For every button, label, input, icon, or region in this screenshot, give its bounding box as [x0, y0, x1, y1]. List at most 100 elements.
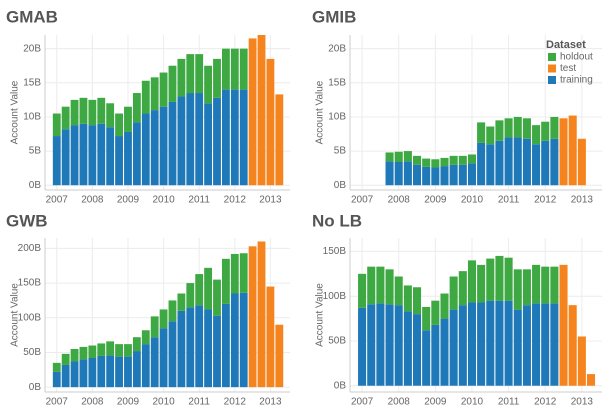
bar [486, 126, 495, 145]
bar [204, 309, 213, 388]
bar [159, 72, 168, 107]
chart-title: GMIB [312, 7, 356, 26]
bar [230, 48, 239, 90]
bar [568, 115, 577, 186]
bar [70, 125, 79, 186]
y-tick-label: 0B [334, 180, 347, 191]
bar [385, 304, 394, 386]
bar [495, 300, 504, 386]
bar [394, 276, 403, 306]
bar [79, 359, 88, 388]
y-tick-label: 15B [328, 77, 346, 88]
bar [52, 362, 61, 372]
bar [541, 303, 550, 386]
x-tick-label: 2011 [498, 195, 520, 206]
bar [513, 269, 522, 310]
bar [541, 121, 550, 141]
bar [124, 356, 132, 388]
bar [440, 166, 449, 186]
bar [248, 246, 257, 388]
bar [495, 140, 504, 186]
bar [70, 361, 79, 388]
bar [141, 80, 150, 114]
bar [477, 142, 486, 186]
bar [124, 106, 132, 132]
bar [132, 93, 141, 123]
bar [239, 253, 248, 293]
bar [458, 305, 467, 386]
bar [97, 355, 106, 388]
bar [440, 293, 449, 319]
bar [486, 258, 495, 301]
bar [541, 140, 550, 186]
bar [467, 163, 476, 186]
bar [385, 269, 394, 305]
bar [532, 125, 541, 145]
bar [413, 164, 422, 186]
x-tick-label: 2007 [46, 195, 69, 206]
bar [275, 94, 284, 186]
x-tick-label: 2013 [571, 195, 594, 206]
bar [70, 348, 79, 362]
bar [186, 283, 195, 308]
bar [586, 374, 596, 386]
bar [124, 131, 132, 186]
bar [115, 113, 123, 137]
y-axis-title: Account Value [315, 283, 326, 347]
bar [221, 303, 230, 388]
bar [115, 356, 123, 388]
bar [413, 155, 422, 165]
bar [195, 305, 204, 388]
bar [88, 125, 97, 186]
bar [177, 310, 186, 388]
bar [275, 324, 284, 388]
x-tick-label: 2009 [117, 397, 140, 407]
y-tick-label: 5B [29, 146, 42, 157]
y-tick-label: 15B [23, 77, 41, 88]
bar [403, 161, 412, 186]
bar [213, 97, 221, 186]
bar [550, 116, 559, 139]
bar [195, 54, 204, 94]
bar [413, 314, 422, 386]
bar [168, 300, 177, 322]
bar [422, 306, 431, 331]
bar [403, 285, 412, 312]
x-tick-label: 2007 [351, 195, 374, 206]
y-tick-label: 100B [323, 291, 347, 302]
bar [449, 276, 458, 310]
y-tick-label: 20B [23, 43, 41, 54]
bar [221, 258, 230, 304]
x-tick-label: 2009 [117, 195, 140, 206]
y-tick-label: 10B [328, 112, 346, 123]
bar [97, 123, 106, 186]
bar [52, 113, 61, 137]
bar [150, 316, 159, 338]
y-axis-title: Account Value [10, 283, 21, 347]
bar [52, 136, 61, 186]
bar [61, 106, 70, 130]
bar [394, 151, 403, 163]
bar [97, 97, 106, 124]
bar [431, 159, 440, 168]
bar [403, 311, 412, 386]
bar [550, 266, 559, 304]
y-tick-label: 0B [334, 380, 347, 391]
y-tick-label: 50B [328, 336, 346, 347]
bar [61, 129, 70, 186]
legend-label: holdout [560, 52, 593, 63]
y-tick-label: 10B [23, 112, 41, 123]
bar [159, 309, 168, 329]
bar [106, 341, 115, 356]
bar [467, 260, 476, 303]
x-tick-label: 2013 [571, 397, 594, 407]
bar [559, 118, 568, 186]
bar [422, 158, 431, 167]
bar [132, 351, 141, 388]
bar [177, 293, 186, 311]
bar [385, 152, 394, 162]
y-tick-label: 0B [29, 382, 42, 393]
bar [239, 48, 248, 90]
bar [168, 101, 177, 186]
bar [168, 65, 177, 102]
